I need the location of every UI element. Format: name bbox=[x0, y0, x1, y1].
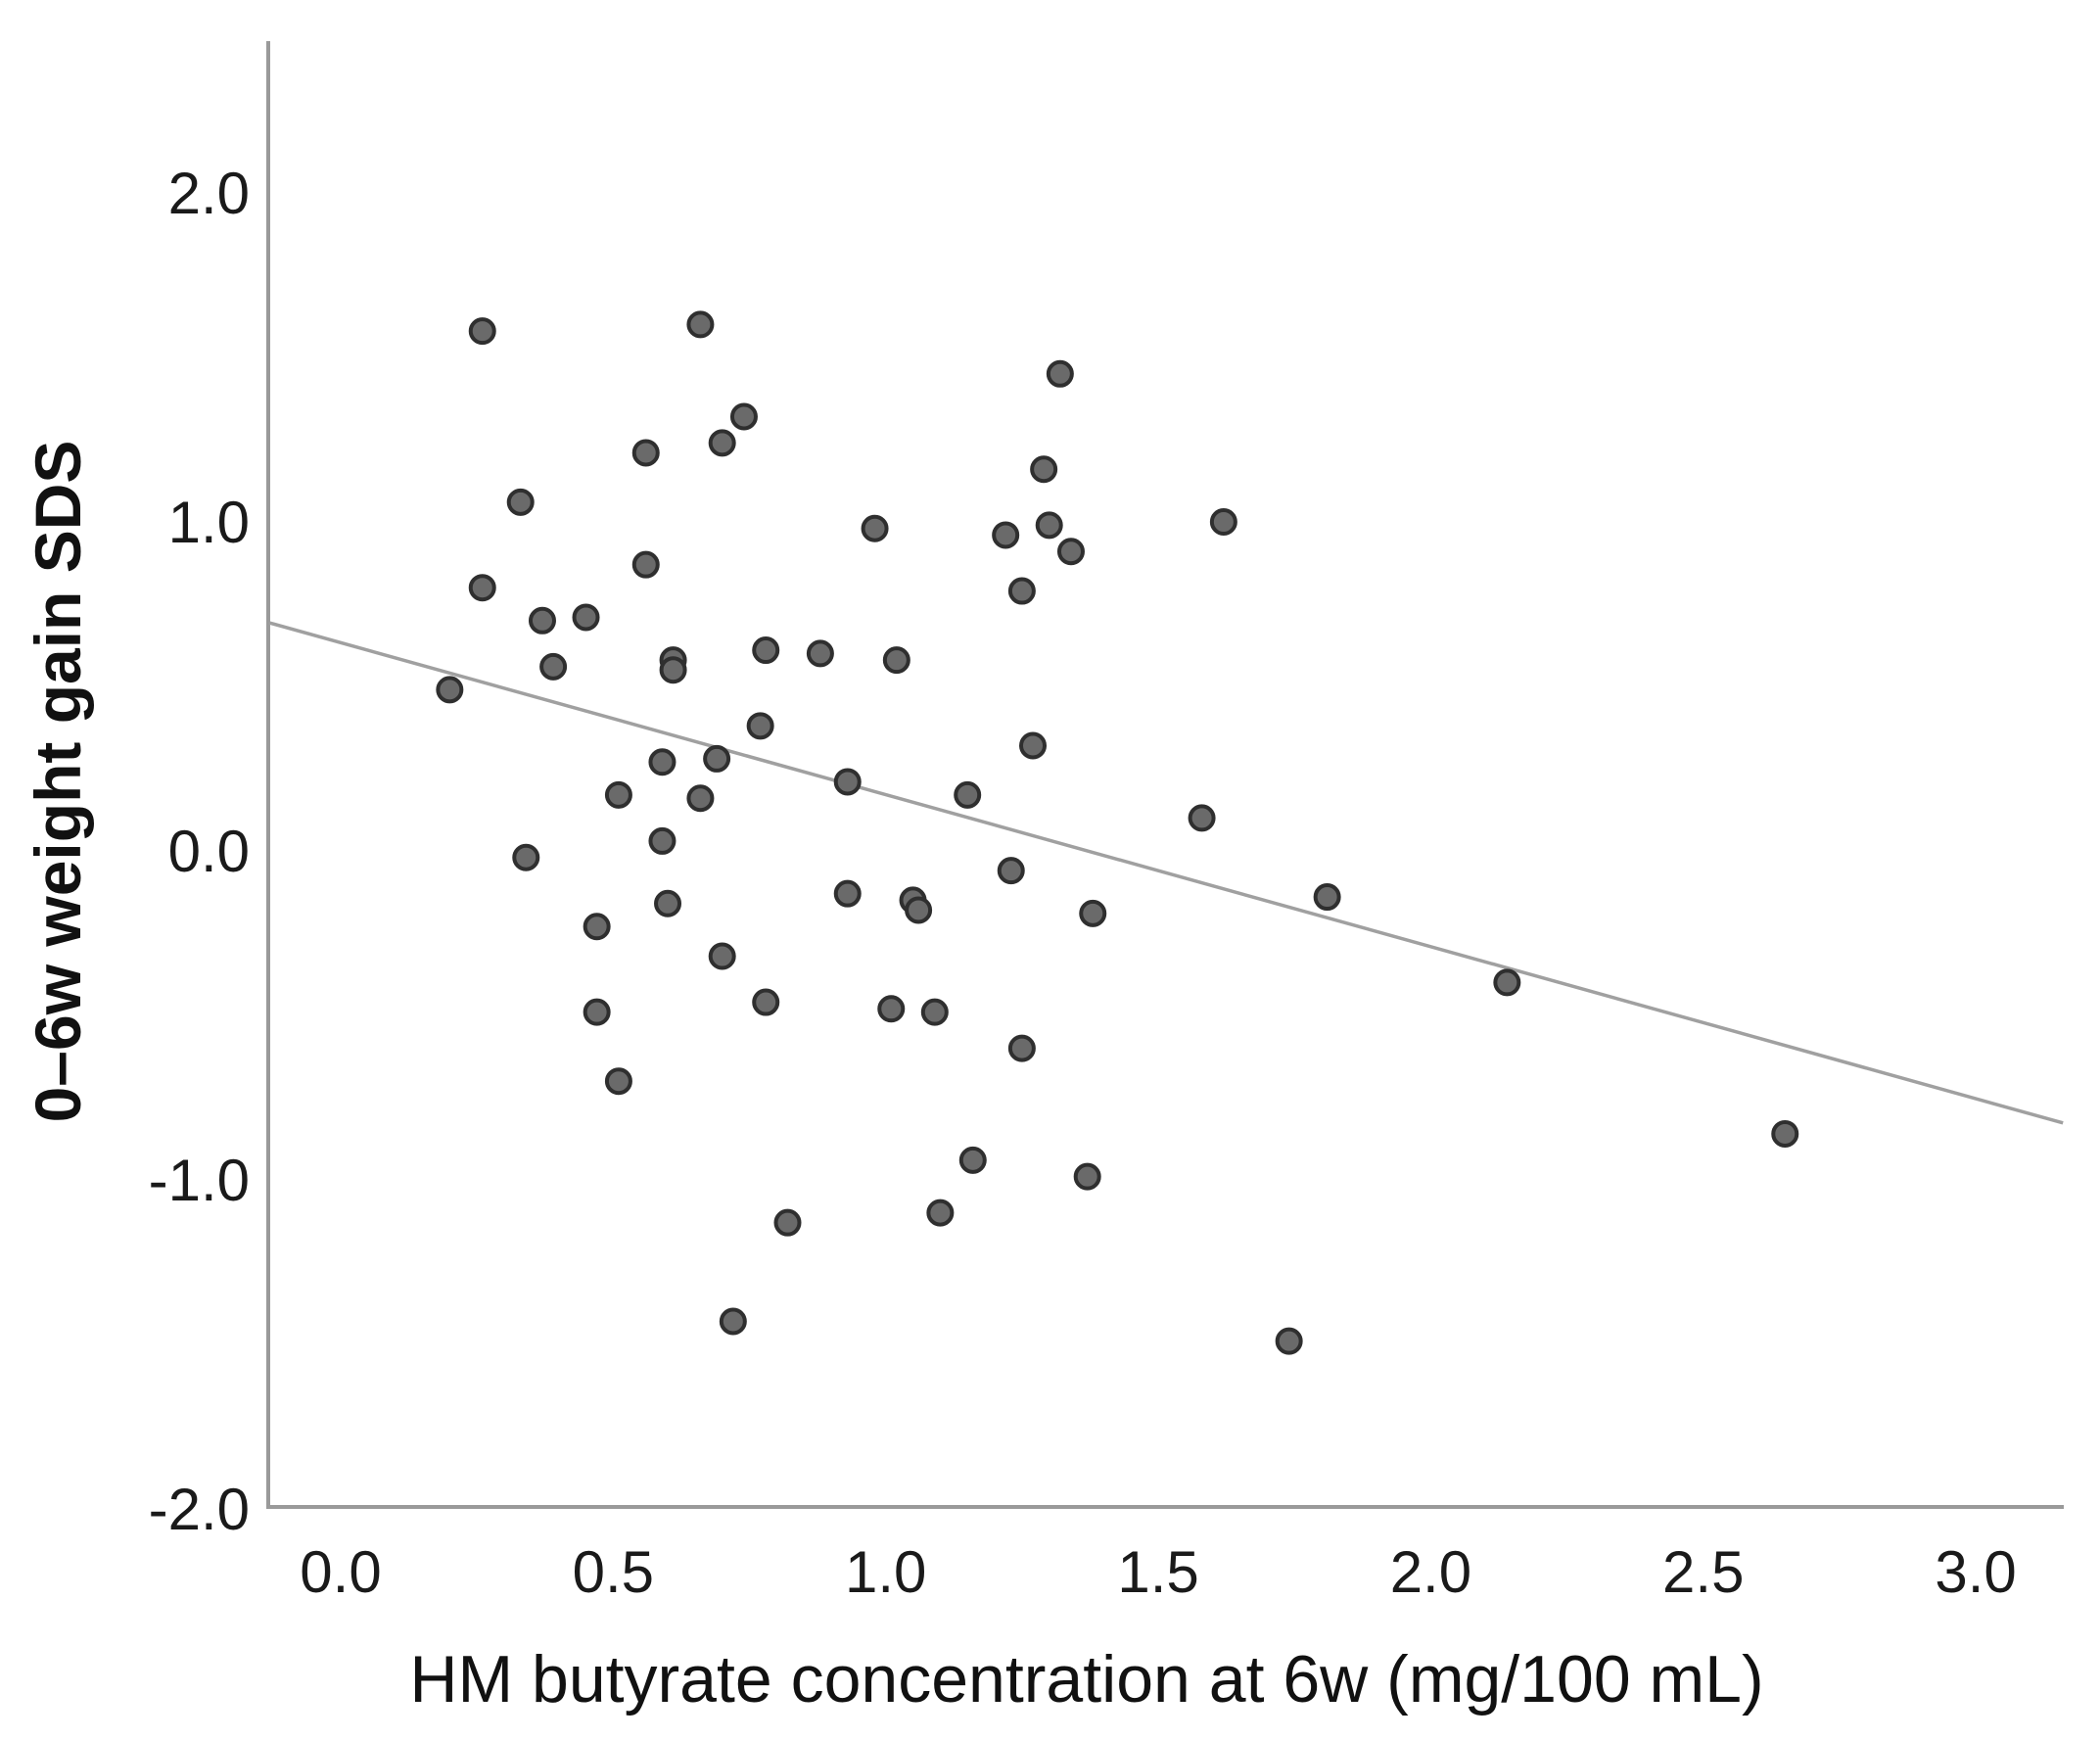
data-point bbox=[882, 646, 910, 675]
data-point bbox=[1046, 359, 1074, 388]
data-point bbox=[954, 780, 982, 809]
data-point bbox=[861, 514, 889, 542]
data-point bbox=[604, 1067, 632, 1096]
data-point bbox=[631, 550, 660, 579]
y-tick-label: 0.0 bbox=[168, 819, 250, 884]
data-point bbox=[958, 1146, 987, 1174]
data-point bbox=[436, 676, 464, 704]
data-point bbox=[773, 1208, 802, 1237]
x-axis-title: HM butyrate concentration at 6w (mg/100 … bbox=[409, 1642, 1763, 1716]
data-point bbox=[539, 652, 568, 681]
data-point bbox=[1073, 1162, 1101, 1191]
data-point bbox=[1493, 968, 1521, 997]
y-axis: 2.0 1.0 0.0 -1.0 -2.0 0–6w weight gain SDS bbox=[22, 41, 270, 1542]
x-tick-label: 0.0 bbox=[300, 1539, 381, 1605]
data-point bbox=[920, 998, 949, 1026]
data-point bbox=[572, 603, 600, 632]
y-tick-label: -1.0 bbox=[149, 1148, 250, 1213]
data-point bbox=[583, 913, 611, 941]
data-point bbox=[468, 574, 496, 602]
data-point bbox=[512, 843, 540, 871]
x-tick-label: 1.0 bbox=[845, 1539, 926, 1605]
data-point bbox=[631, 439, 660, 467]
x-tick-label: 2.5 bbox=[1662, 1539, 1744, 1605]
data-point bbox=[648, 748, 677, 776]
data-point bbox=[686, 310, 715, 339]
x-tick-label: 2.0 bbox=[1390, 1539, 1471, 1605]
data-point bbox=[752, 988, 780, 1016]
x-tick-label: 1.5 bbox=[1117, 1539, 1198, 1605]
data-point bbox=[729, 402, 758, 431]
data-point bbox=[926, 1199, 955, 1227]
data-point bbox=[1007, 1034, 1036, 1062]
data-point bbox=[1275, 1327, 1303, 1355]
y-axis-title: 0–6w weight gain SDS bbox=[22, 441, 94, 1123]
data-point bbox=[833, 768, 862, 796]
x-tick-labels: 0.0 0.5 1.0 1.5 2.0 2.5 3.0 bbox=[300, 1539, 2017, 1605]
data-point bbox=[992, 521, 1020, 549]
data-point bbox=[719, 1307, 747, 1336]
data-point bbox=[806, 639, 834, 668]
data-point bbox=[905, 896, 933, 924]
data-point bbox=[708, 429, 736, 457]
x-axis: 0.0 0.5 1.0 1.5 2.0 2.5 3.0 HM butyrate concen… bbox=[266, 1505, 2064, 1716]
regression-line bbox=[269, 621, 2064, 1125]
data-point bbox=[654, 889, 682, 917]
y-tick-label: -2.0 bbox=[149, 1477, 250, 1542]
y-tick-label: 1.0 bbox=[168, 490, 250, 555]
data-point bbox=[1188, 804, 1216, 832]
data-point bbox=[686, 784, 715, 813]
data-point bbox=[1209, 508, 1237, 536]
data-point bbox=[746, 712, 774, 740]
data-point bbox=[1056, 538, 1085, 566]
data-point bbox=[528, 606, 556, 635]
data-points bbox=[436, 310, 1799, 1355]
data-point bbox=[1019, 731, 1048, 760]
data-point bbox=[468, 317, 496, 346]
data-point bbox=[604, 780, 632, 809]
data-point bbox=[708, 942, 736, 970]
data-point bbox=[997, 857, 1025, 885]
data-point bbox=[752, 636, 780, 665]
y-tick-labels: 2.0 1.0 0.0 -1.0 -2.0 bbox=[149, 161, 250, 1542]
data-point bbox=[506, 488, 535, 516]
data-point bbox=[583, 998, 611, 1026]
data-point bbox=[1007, 577, 1036, 605]
data-point bbox=[1313, 883, 1341, 912]
data-point bbox=[1079, 899, 1107, 927]
data-point bbox=[1030, 455, 1058, 484]
data-point bbox=[877, 995, 906, 1023]
x-tick-label: 3.0 bbox=[1935, 1539, 2016, 1605]
x-tick-label: 0.5 bbox=[573, 1539, 654, 1605]
data-point bbox=[1771, 1119, 1799, 1148]
data-point bbox=[833, 879, 862, 908]
data-point bbox=[648, 826, 677, 855]
data-point bbox=[1035, 511, 1063, 540]
data-point bbox=[659, 656, 687, 684]
y-tick-label: 2.0 bbox=[168, 161, 250, 226]
data-point bbox=[703, 744, 731, 773]
